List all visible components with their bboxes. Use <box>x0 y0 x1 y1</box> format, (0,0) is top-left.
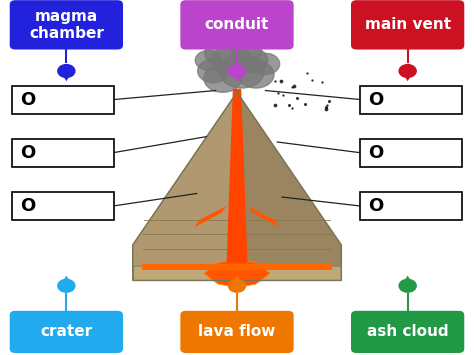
Circle shape <box>235 48 268 73</box>
Circle shape <box>228 279 246 292</box>
Polygon shape <box>233 74 241 81</box>
FancyBboxPatch shape <box>360 139 462 167</box>
Polygon shape <box>133 92 237 266</box>
FancyBboxPatch shape <box>12 86 114 114</box>
Polygon shape <box>62 275 71 283</box>
FancyBboxPatch shape <box>10 311 123 353</box>
Polygon shape <box>62 74 71 81</box>
Text: conduit: conduit <box>205 17 269 32</box>
Circle shape <box>399 279 416 292</box>
Text: ash cloud: ash cloud <box>367 324 448 339</box>
FancyBboxPatch shape <box>360 192 462 220</box>
Text: O: O <box>20 197 35 215</box>
Polygon shape <box>403 74 412 81</box>
FancyBboxPatch shape <box>10 0 123 49</box>
Circle shape <box>58 279 75 292</box>
Text: lava flow: lava flow <box>198 324 276 339</box>
Polygon shape <box>247 206 280 227</box>
Circle shape <box>231 38 262 61</box>
Circle shape <box>251 53 280 75</box>
Text: O: O <box>20 144 35 162</box>
Polygon shape <box>142 264 332 270</box>
FancyBboxPatch shape <box>351 311 464 353</box>
Circle shape <box>205 40 241 67</box>
Text: O: O <box>368 197 383 215</box>
Circle shape <box>212 45 252 75</box>
Circle shape <box>198 59 229 83</box>
Circle shape <box>228 65 246 77</box>
FancyBboxPatch shape <box>351 0 464 49</box>
Circle shape <box>58 65 75 77</box>
Text: O: O <box>368 144 383 162</box>
Text: O: O <box>20 91 35 109</box>
Polygon shape <box>204 259 270 288</box>
Circle shape <box>219 54 264 88</box>
FancyBboxPatch shape <box>12 139 114 167</box>
FancyBboxPatch shape <box>12 192 114 220</box>
Text: O: O <box>368 91 383 109</box>
Polygon shape <box>194 206 227 227</box>
Polygon shape <box>227 89 247 263</box>
FancyBboxPatch shape <box>180 311 293 353</box>
FancyBboxPatch shape <box>360 86 462 114</box>
Text: crater: crater <box>40 324 92 339</box>
Text: magma
chamber: magma chamber <box>29 9 104 41</box>
Polygon shape <box>133 245 341 280</box>
FancyBboxPatch shape <box>180 0 293 49</box>
Circle shape <box>195 50 222 70</box>
Polygon shape <box>237 92 341 266</box>
Polygon shape <box>233 275 241 283</box>
Text: main vent: main vent <box>365 17 451 32</box>
Circle shape <box>238 61 274 88</box>
Circle shape <box>399 65 416 77</box>
Polygon shape <box>403 275 412 283</box>
Circle shape <box>204 64 242 92</box>
